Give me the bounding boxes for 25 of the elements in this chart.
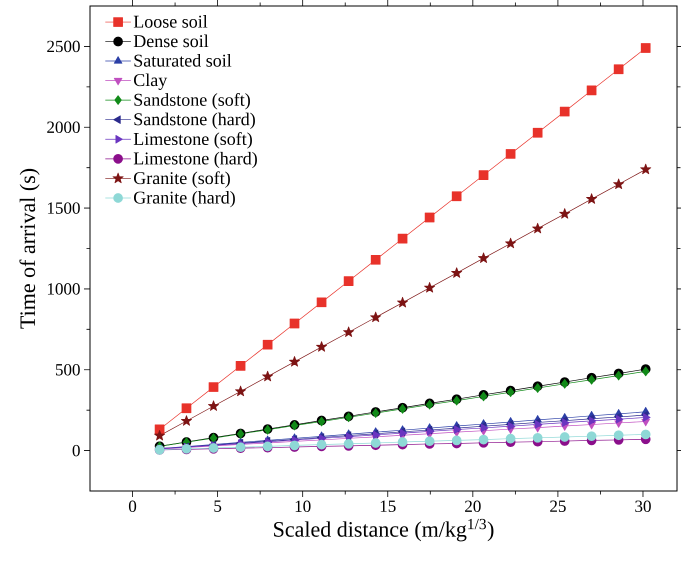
y-tick-label: 500 [56,364,80,376]
legend-label: Sandstone (hard) [134,112,255,129]
legend-label: Limestone (hard) [134,152,257,168]
legend-label: Granite (soft) [134,171,230,188]
legend-label: Granite (hard) [134,190,235,208]
x-tick-label: 25 [550,500,566,512]
x-tick-label: 5 [214,500,222,512]
legend-label: Sandstone (soft) [134,93,250,110]
y-tick-label: 1000 [48,283,80,295]
legend-label: Dense soil [134,34,208,48]
x-tick-label: 30 [635,500,651,512]
y-tick-label: 2000 [47,122,80,133]
x-axis-title: Scaled distance (m/kg$^{1/3}$) [274,518,494,542]
x-tick-label: 0 [128,500,136,512]
y-tick-label: 2500 [47,40,80,52]
legend-label: Saturated soil [134,54,232,67]
x-tick-label: 20 [465,500,481,512]
legend-label: Loose soil [134,15,208,28]
y-tick-label: 0 [72,444,80,456]
x-tick-label: 15 [380,500,396,512]
legend-label: Clay [134,74,168,90]
legend-label: Limestone (soft) [134,132,252,149]
y-tick-label: 1500 [48,202,80,214]
y-axis-title: Time of arrival (s) [19,168,40,329]
x-tick-label: 10 [296,500,311,512]
